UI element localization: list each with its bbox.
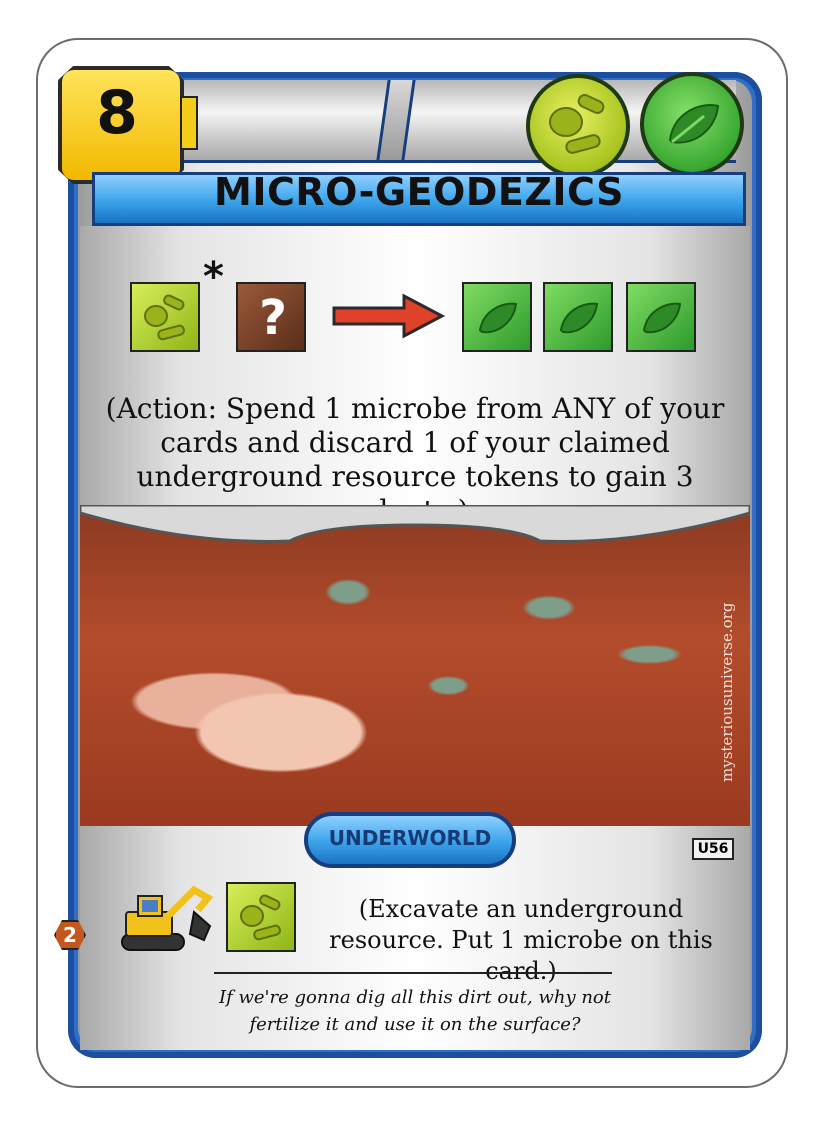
any-card-marker: *	[203, 254, 224, 300]
action-text: (Action: Spend 1 microbe from ANY of you…	[105, 392, 725, 527]
leaf-shape	[668, 104, 720, 144]
microbe-shape	[144, 294, 185, 341]
card-title: MICRO-GEODEZICS	[214, 170, 624, 214]
plant-tag-icon	[640, 72, 744, 176]
action-panel	[80, 226, 750, 516]
microbe-resource-icon	[226, 882, 296, 952]
arrow-right-icon	[332, 293, 446, 339]
divider	[214, 972, 612, 974]
question-mark-icon: ?	[259, 290, 287, 346]
underground-resource-icon: ?	[236, 282, 306, 352]
title-banner	[92, 172, 746, 226]
expansion-label: UNDERWORLD	[328, 826, 492, 850]
plant-resource-icon	[543, 282, 613, 352]
set-badge	[180, 96, 198, 150]
illustration-border	[80, 505, 750, 543]
microbe-tag-icon	[526, 74, 630, 178]
plant-resource-icon	[462, 282, 532, 352]
cost-value: 8	[96, 78, 138, 148]
victory-points-value: 2	[63, 923, 77, 947]
leaf-shape	[559, 302, 599, 334]
microbe-resource-icon	[130, 282, 200, 352]
plant-resource-icon	[626, 282, 696, 352]
effect-text: (Excavate an underground resource. Put 1…	[329, 895, 713, 985]
card-illustration	[80, 514, 750, 826]
microbe-shape	[240, 894, 281, 941]
leaf-shape	[478, 302, 518, 334]
microbe-shape	[549, 94, 605, 154]
leaf-shape	[642, 302, 682, 334]
card-id: U56	[692, 838, 734, 860]
expansion-badge	[304, 812, 516, 868]
excavator-icon	[121, 885, 214, 951]
illustration-credit: mysteriousuniverse.org	[718, 602, 736, 782]
flavor-text: If we're gonna dig all this dirt out, wh…	[218, 987, 611, 1035]
